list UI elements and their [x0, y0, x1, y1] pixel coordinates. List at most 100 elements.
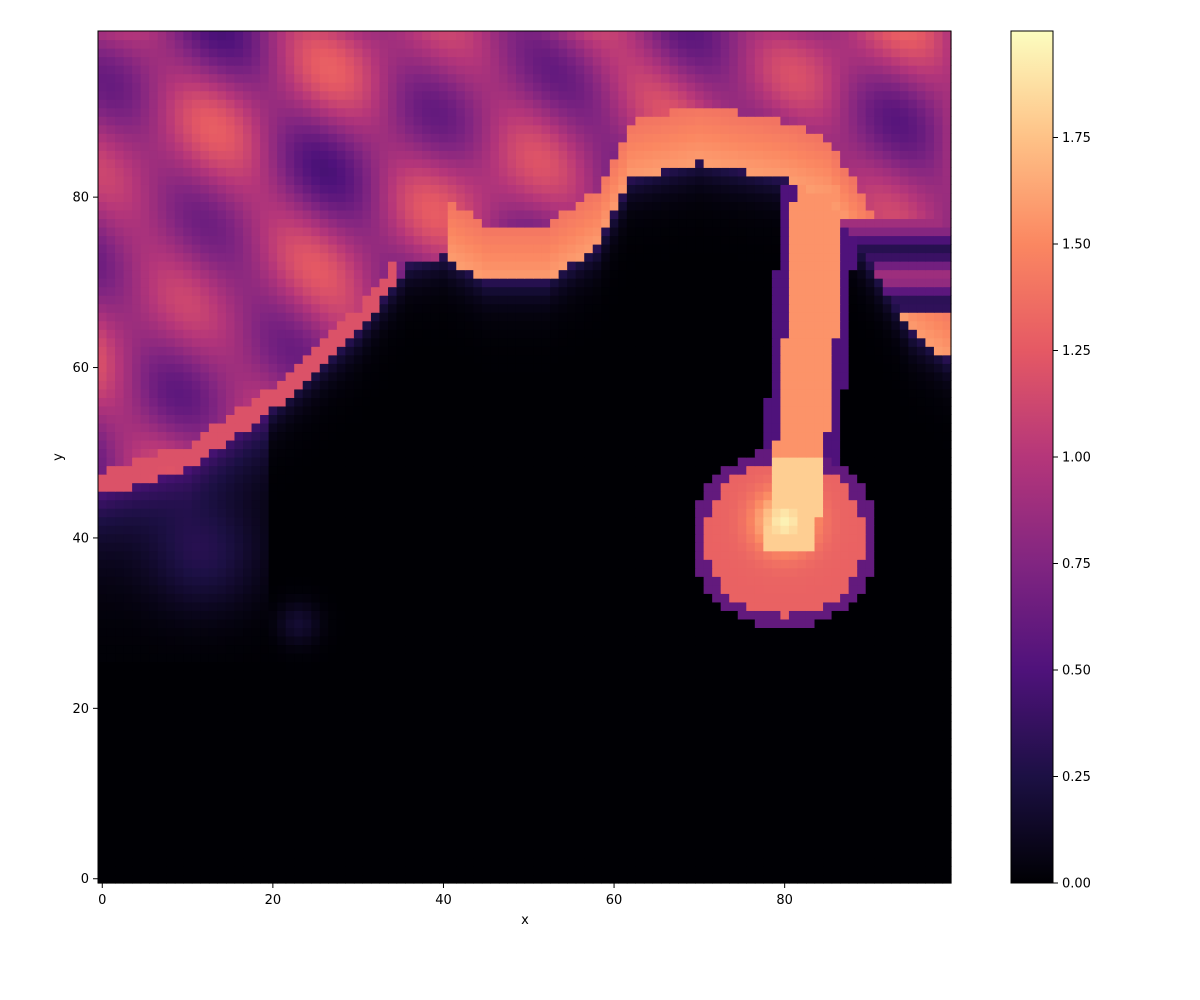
heatmap-cell	[208, 763, 219, 773]
heatmap-cell	[558, 780, 568, 790]
heatmap-cell	[729, 823, 739, 833]
heatmap-cell	[601, 712, 611, 722]
heatmap-cell	[396, 644, 406, 654]
heatmap-cell	[558, 627, 568, 637]
heatmap-cell	[132, 610, 142, 620]
heatmap-cell	[251, 874, 261, 884]
heatmap-cell	[865, 848, 875, 859]
heatmap-cell	[635, 721, 645, 731]
heatmap-cell	[533, 567, 543, 577]
heatmap-cell	[507, 601, 517, 611]
heatmap-cell	[916, 491, 927, 501]
heatmap-cell	[260, 627, 270, 637]
heatmap-cell	[831, 848, 841, 859]
heatmap-cell	[123, 763, 133, 773]
heatmap-cell	[447, 661, 457, 671]
heatmap-cell	[234, 618, 244, 628]
heatmap-cell	[746, 627, 756, 637]
heatmap-cell	[942, 584, 952, 594]
heatmap-cell	[609, 823, 619, 833]
heatmap-cell	[857, 542, 867, 552]
heatmap-cell	[857, 644, 867, 654]
heatmap-cell	[712, 712, 722, 722]
heatmap-cell	[268, 550, 278, 560]
heatmap-cell	[507, 610, 517, 620]
heatmap-cell	[430, 559, 440, 569]
heatmap-cell	[609, 499, 619, 509]
heatmap-cell	[635, 848, 645, 859]
heatmap-cell	[498, 542, 509, 552]
heatmap-cell	[149, 559, 159, 569]
heatmap-cell	[899, 797, 909, 807]
heatmap-cell	[140, 848, 150, 859]
heatmap-cell	[243, 755, 253, 765]
heatmap-cell	[149, 567, 159, 577]
heatmap-cell	[498, 508, 509, 518]
heatmap-cell	[191, 601, 201, 611]
heatmap-cell	[831, 678, 841, 688]
heatmap-cell	[626, 516, 636, 526]
heatmap-cell	[396, 457, 406, 467]
heatmap-cell	[174, 746, 184, 756]
heatmap-cell	[243, 695, 253, 705]
heatmap-cell	[507, 661, 517, 671]
heatmap-cell	[720, 559, 730, 569]
heatmap-cell	[481, 687, 491, 697]
heatmap-cell	[814, 857, 824, 867]
heatmap-cell	[814, 789, 824, 799]
heatmap-cell	[217, 772, 227, 782]
heatmap-cell	[405, 576, 415, 586]
heatmap-cell	[660, 704, 671, 714]
heatmap-cell	[626, 652, 636, 663]
heatmap-cell	[251, 465, 261, 475]
heatmap-cell	[584, 465, 594, 475]
heatmap-cell	[149, 474, 159, 484]
heatmap-cell	[234, 840, 244, 850]
heatmap-cell	[370, 550, 381, 560]
heatmap-cell	[132, 687, 142, 697]
heatmap-cell	[558, 678, 568, 688]
heatmap-cell	[98, 593, 108, 603]
heatmap-cell	[123, 635, 133, 646]
heatmap-cell	[200, 559, 210, 569]
heatmap-cell	[473, 789, 483, 799]
heatmap-cell	[498, 465, 509, 475]
heatmap-cell	[678, 797, 688, 807]
heatmap-cell	[123, 806, 133, 816]
heatmap-cell	[302, 763, 312, 773]
heatmap-cell	[916, 584, 927, 594]
heatmap-cell	[379, 576, 389, 586]
heatmap-cell	[166, 567, 176, 577]
heatmap-cell	[575, 763, 585, 773]
heatmap-cell	[268, 525, 278, 535]
heatmap-cell	[311, 857, 321, 867]
heatmap-cell	[490, 550, 500, 560]
heatmap-cell	[712, 533, 722, 543]
heatmap-cell	[558, 840, 568, 850]
heatmap-cell	[660, 516, 671, 526]
heatmap-cell	[370, 499, 381, 509]
heatmap-cell	[541, 542, 551, 552]
heatmap-cell	[294, 550, 304, 560]
heatmap-cell	[405, 857, 415, 867]
heatmap-cell	[575, 738, 585, 748]
heatmap-cell	[814, 584, 824, 594]
heatmap-cell	[319, 550, 329, 560]
heatmap-cell	[515, 746, 526, 756]
heatmap-cell	[191, 806, 201, 816]
heatmap-cell	[422, 712, 432, 722]
heatmap-cell	[166, 457, 176, 467]
heatmap-cell	[115, 644, 125, 654]
heatmap-cell	[370, 780, 381, 790]
heatmap-cell	[635, 780, 645, 790]
heatmap-cell	[857, 652, 867, 663]
heatmap-cell	[925, 567, 935, 577]
heatmap-cell	[208, 806, 219, 816]
heatmap-cell	[498, 533, 509, 543]
heatmap-cell	[908, 457, 918, 467]
heatmap-cell	[874, 593, 884, 603]
heatmap-cell	[874, 695, 884, 705]
heatmap-cell	[353, 687, 364, 697]
heatmap-cell	[225, 687, 236, 697]
heatmap-cell	[140, 729, 150, 739]
